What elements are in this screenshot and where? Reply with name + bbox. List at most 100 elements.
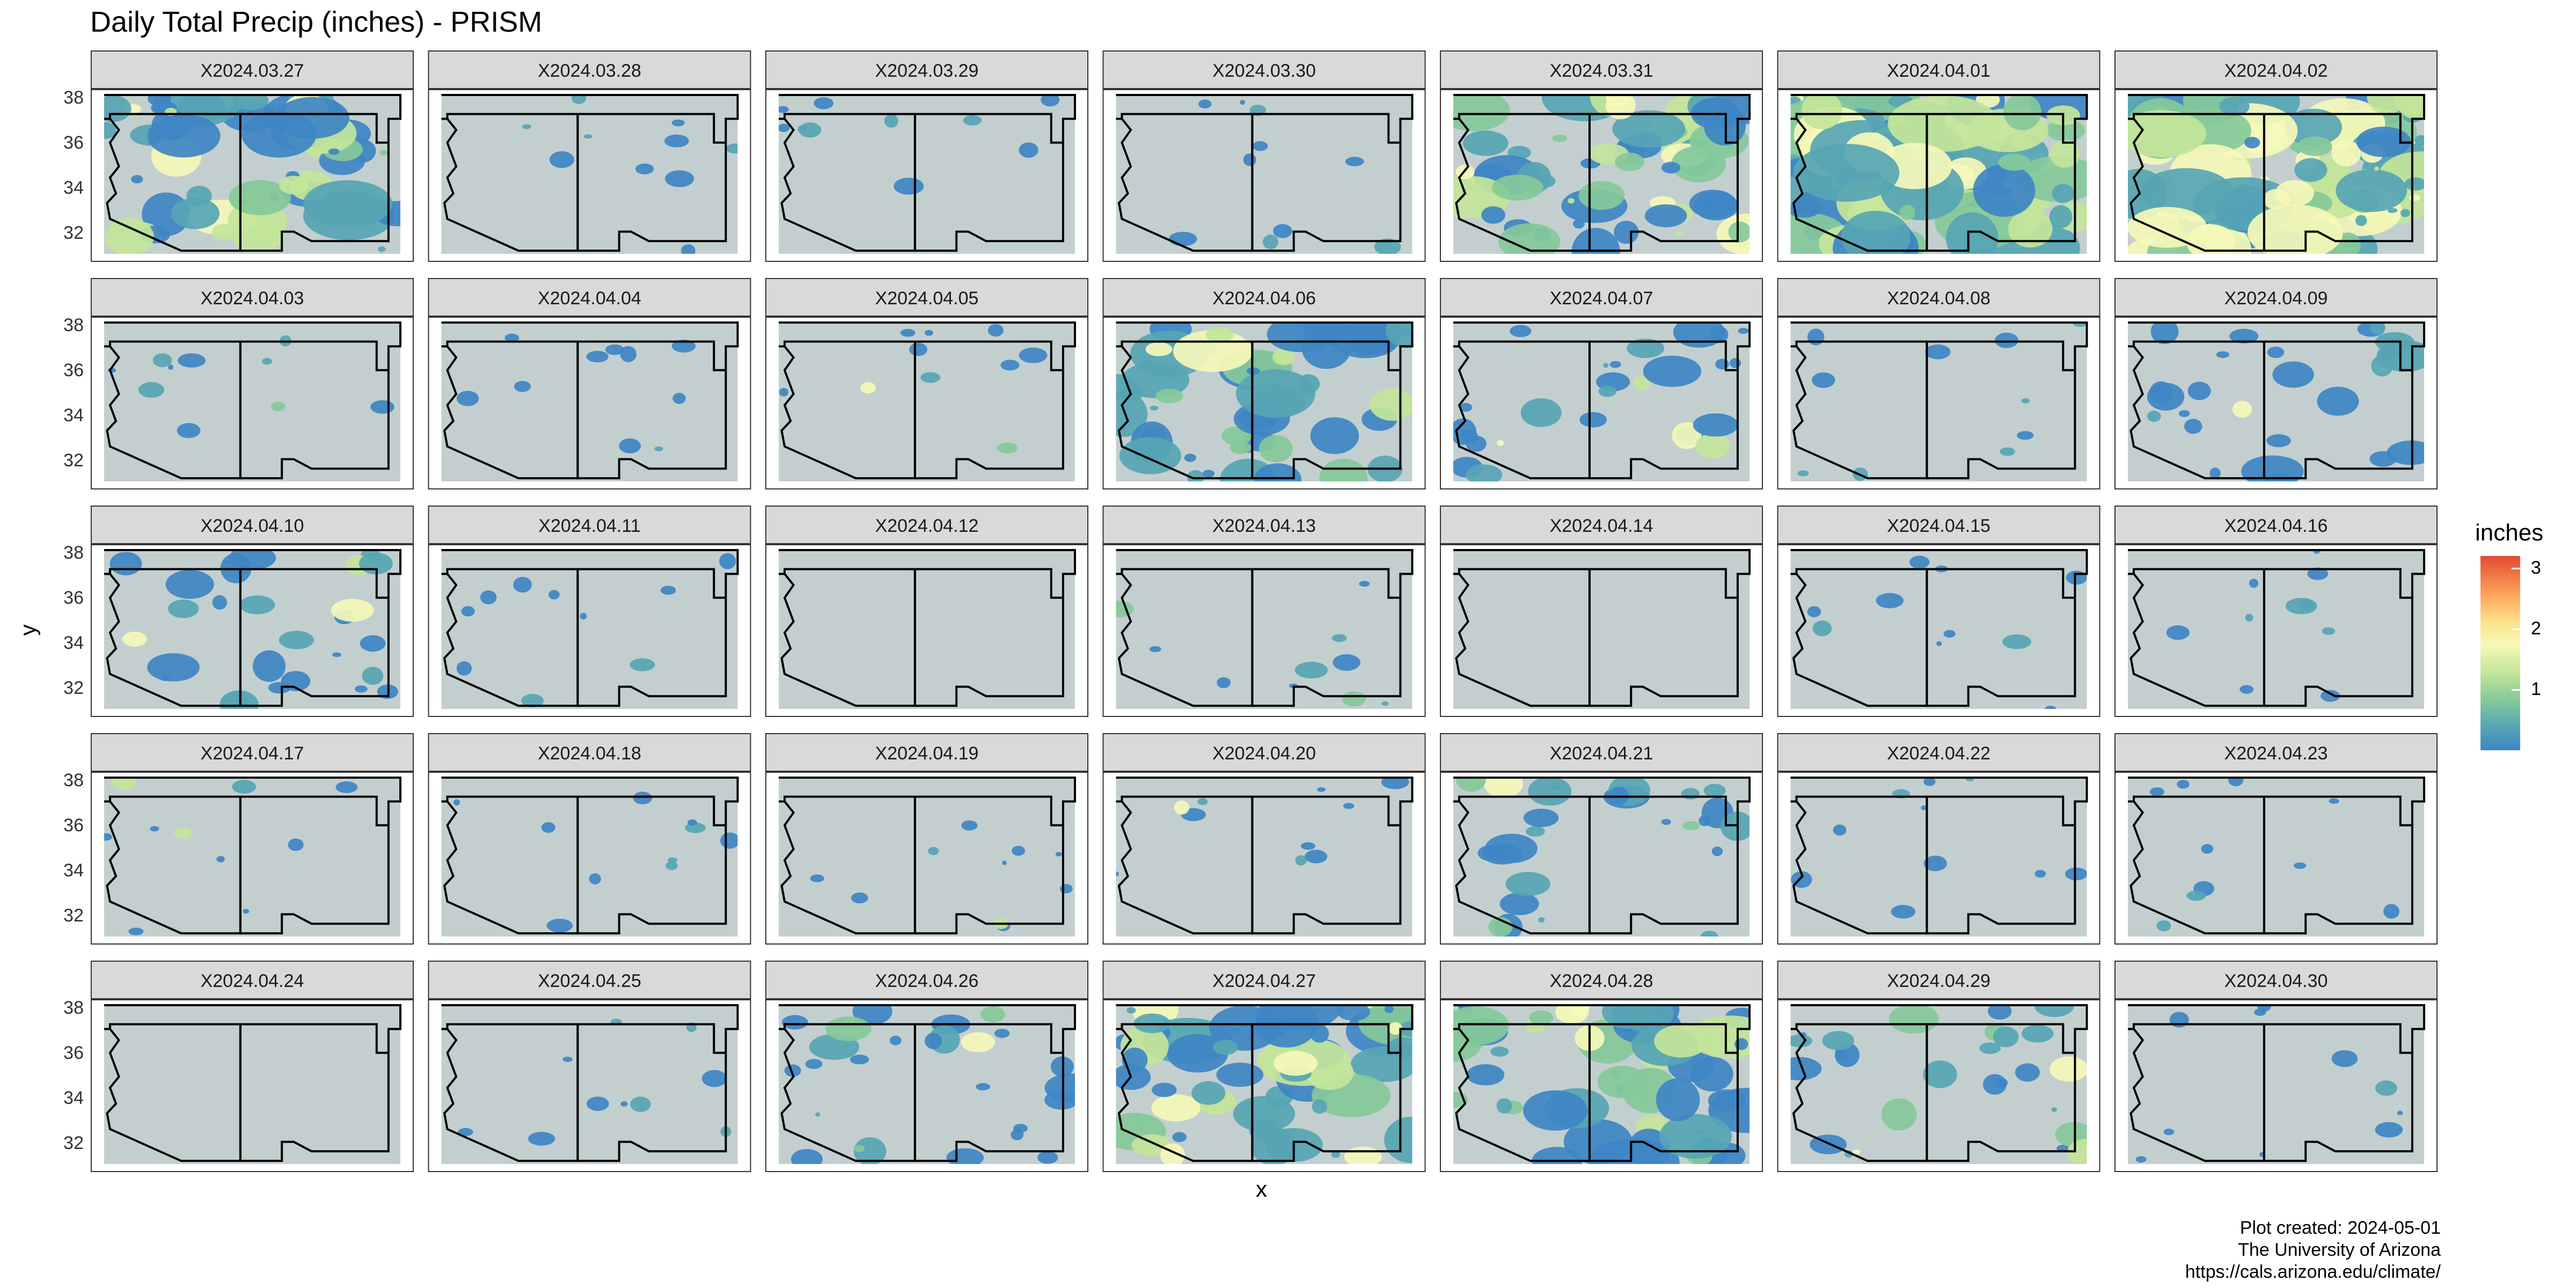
facet-strip (1440, 506, 1763, 544)
y-tick-label: 38 (63, 314, 84, 335)
facet-strip (765, 506, 1088, 544)
facet-panel: X2024.03.30 (1102, 50, 1426, 262)
state-border-new-mexico (1588, 568, 1739, 707)
state-border-north (1790, 94, 2088, 143)
raster-extent (441, 95, 738, 254)
raster-extent (104, 323, 400, 481)
y-tick-label: 36 (63, 1042, 84, 1063)
state-border-north (104, 94, 401, 143)
facet-strip (1102, 278, 1426, 317)
facet-panel: X2024.04.02 (2114, 50, 2438, 262)
facet-strip (2114, 506, 2438, 544)
facet-label: X2024.03.28 (538, 61, 641, 81)
state-border-new-mexico (1251, 113, 1402, 252)
state-border-new-mexico (576, 568, 727, 707)
facet-label: X2024.03.31 (1550, 61, 1653, 81)
state-border-north (779, 321, 1076, 370)
facet-strip (1777, 50, 2101, 89)
y-tick-label: 34 (63, 1087, 84, 1108)
state-border-north (2128, 94, 2425, 143)
facet-panel: X2024.04.16 (2114, 506, 2438, 717)
facet-label: X2024.04.19 (875, 743, 979, 764)
state-border-new-mexico (913, 1023, 1064, 1162)
state-border-new-mexico (239, 340, 390, 480)
facet-label: X2024.04.16 (2224, 516, 2328, 536)
facet-strip (2114, 961, 2438, 999)
precip-field (104, 95, 400, 254)
facet-strip (2114, 278, 2438, 317)
precip-field (104, 778, 358, 935)
caption-line-2: The University of Arizona (2238, 1240, 2441, 1260)
state-border-north (441, 94, 739, 143)
state-border-north (2128, 777, 2425, 825)
facet-panel: X2024.03.27 (91, 50, 414, 262)
legend-tick-mark (2512, 628, 2520, 630)
state-border-new-mexico (1251, 795, 1402, 935)
facet-strip (1777, 506, 2101, 544)
state-border-north (441, 321, 739, 370)
y-tick-label: 32 (63, 677, 84, 698)
facet-label: X2024.04.01 (1887, 61, 1990, 81)
state-border-north (779, 549, 1076, 598)
state-border-north (2128, 1004, 2425, 1053)
facet-strip (1777, 733, 2101, 772)
state-border-new-mexico (1926, 568, 2076, 707)
precip-field (1453, 95, 1750, 254)
facet-strip (1102, 961, 1426, 999)
state-border-north (1453, 549, 1751, 598)
facet-panel: X2024.04.08 (1777, 278, 2101, 489)
y-tick-label: 32 (63, 450, 84, 471)
facet-label: X2024.04.24 (201, 971, 304, 991)
state-border-north (1790, 1004, 2088, 1053)
facet-panel: X2024.04.21 (1440, 733, 1763, 945)
state-border-north (1116, 1004, 1414, 1053)
facet-strip (1440, 278, 1763, 317)
y-tick-label: 36 (63, 360, 84, 380)
state-border-new-mexico (2263, 1023, 2413, 1162)
facet-panel: X2024.04.23 (2114, 733, 2438, 945)
raster-extent (779, 778, 1075, 936)
raster-extent (1116, 778, 1413, 936)
raster-extent (2128, 1005, 2424, 1164)
facet-strip (765, 50, 1088, 89)
facet-label: X2024.03.30 (1212, 61, 1316, 81)
facet-strip (91, 506, 414, 544)
precip-field (1790, 95, 2087, 254)
facet-panel: X2024.04.29 (1777, 961, 2101, 1172)
facet-panel: X2024.03.31 (1440, 50, 1763, 262)
y-tick-label: 38 (63, 997, 84, 1018)
state-border-north (2128, 549, 2425, 598)
precip-field (453, 792, 738, 933)
facet-panel: X2024.04.28 (1440, 961, 1763, 1172)
facet-strip (1777, 278, 2101, 317)
state-border-new-mexico (576, 340, 727, 480)
state-border-new-mexico (1251, 1023, 1402, 1162)
raster-extent (2128, 778, 2424, 936)
precip-field (1455, 778, 1750, 936)
state-border-new-mexico (1588, 795, 1739, 935)
facet-strip (428, 506, 751, 544)
facet-panel: X2024.04.19 (765, 733, 1088, 945)
y-tick-label: 38 (63, 87, 84, 108)
state-border-new-mexico (576, 795, 727, 935)
state-border-new-mexico (239, 113, 390, 252)
state-border-north (1116, 321, 1414, 370)
state-border-new-mexico (2263, 340, 2413, 480)
precip-field (456, 333, 696, 453)
facet-panel: X2024.04.04 (428, 278, 751, 489)
state-border-new-mexico (2263, 113, 2413, 252)
raster-extent (1453, 323, 1750, 481)
facet-strip (765, 733, 1088, 772)
facet-strip (765, 278, 1088, 317)
facet-panel: X2024.04.26 (765, 961, 1088, 1172)
facet-label: X2024.04.20 (1212, 743, 1316, 764)
facet-panel: X2024.04.09 (2114, 278, 2438, 489)
facet-panel: X2024.04.27 (1102, 961, 1426, 1172)
facet-strip (428, 733, 751, 772)
facet-strip (1440, 733, 1763, 772)
facet-label: X2024.04.10 (201, 516, 304, 536)
raster-extent (441, 778, 738, 936)
precip-field (522, 95, 738, 254)
facet-strip (428, 278, 751, 317)
state-border-north (779, 1004, 1076, 1053)
